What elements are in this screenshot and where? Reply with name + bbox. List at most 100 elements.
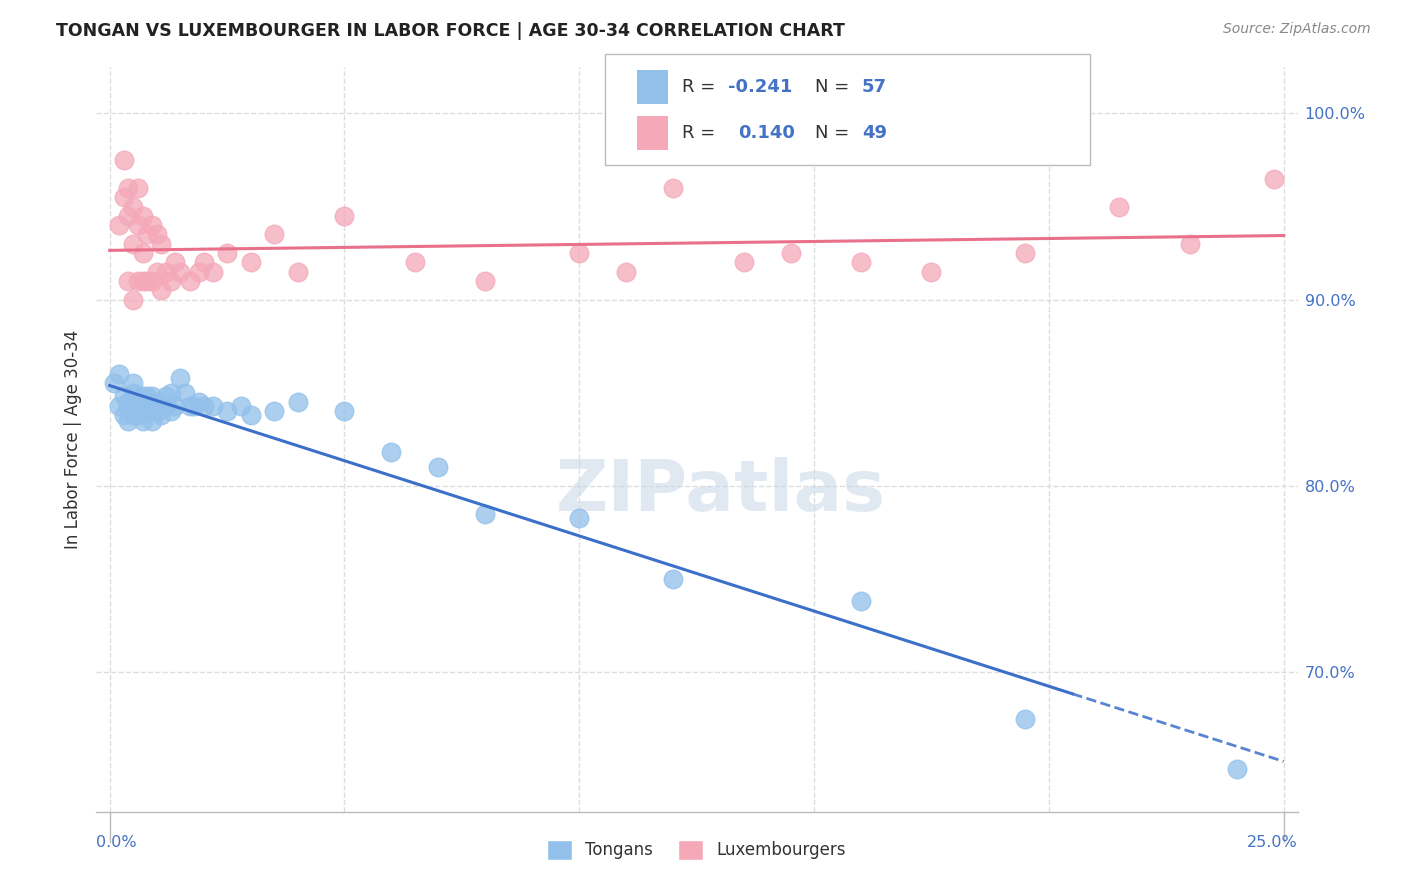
- Point: [150, 283, 173, 297]
- Point: [122, 408, 145, 422]
- Point: [131, 404, 153, 418]
- Text: N =: N =: [815, 124, 855, 142]
- Point: [568, 510, 591, 524]
- Text: 25.0%: 25.0%: [1247, 836, 1298, 850]
- Point: [150, 236, 173, 251]
- Point: [117, 395, 139, 409]
- Legend: Tongans, Luxembourgers: Tongans, Luxembourgers: [540, 833, 853, 867]
- Point: [127, 218, 149, 232]
- Point: [136, 399, 159, 413]
- Point: [141, 399, 163, 413]
- Point: [1014, 712, 1036, 726]
- Point: [239, 255, 262, 269]
- Point: [103, 376, 125, 391]
- Point: [112, 153, 135, 167]
- Point: [127, 395, 149, 409]
- Point: [217, 404, 239, 418]
- Point: [263, 404, 285, 418]
- Text: R =: R =: [682, 124, 727, 142]
- Point: [849, 255, 872, 269]
- Point: [122, 376, 145, 391]
- Point: [141, 414, 163, 428]
- Point: [108, 399, 131, 413]
- Point: [117, 274, 139, 288]
- Point: [127, 399, 149, 413]
- Text: N =: N =: [815, 78, 855, 95]
- Point: [127, 408, 149, 422]
- Point: [141, 389, 163, 403]
- Point: [108, 367, 131, 381]
- Point: [333, 404, 356, 418]
- Point: [179, 399, 201, 413]
- Point: [122, 385, 145, 400]
- Point: [779, 246, 801, 260]
- Point: [122, 200, 145, 214]
- Point: [145, 265, 167, 279]
- Point: [169, 265, 191, 279]
- Point: [127, 181, 149, 195]
- Point: [1263, 171, 1285, 186]
- Point: [1226, 762, 1249, 776]
- Point: [145, 395, 167, 409]
- Point: [920, 265, 942, 279]
- Point: [112, 408, 135, 422]
- Point: [155, 265, 177, 279]
- Point: [165, 255, 187, 269]
- Point: [155, 389, 177, 403]
- Text: Source: ZipAtlas.com: Source: ZipAtlas.com: [1223, 22, 1371, 37]
- Text: TONGAN VS LUXEMBOURGER IN LABOR FORCE | AGE 30-34 CORRELATION CHART: TONGAN VS LUXEMBOURGER IN LABOR FORCE | …: [56, 22, 845, 40]
- Text: 0.140: 0.140: [738, 124, 794, 142]
- Point: [474, 507, 496, 521]
- Point: [239, 408, 262, 422]
- Point: [131, 274, 153, 288]
- Text: 0.0%: 0.0%: [96, 836, 136, 850]
- Point: [733, 255, 755, 269]
- Point: [112, 389, 135, 403]
- Point: [193, 255, 215, 269]
- Point: [155, 399, 177, 413]
- Point: [201, 399, 224, 413]
- Point: [173, 385, 195, 400]
- Point: [108, 218, 131, 232]
- Text: 57: 57: [862, 78, 887, 95]
- Point: [145, 399, 167, 413]
- Point: [187, 265, 209, 279]
- Point: [1108, 200, 1130, 214]
- Point: [169, 371, 191, 385]
- Point: [159, 404, 181, 418]
- Point: [568, 246, 591, 260]
- Point: [217, 246, 239, 260]
- Point: [131, 389, 153, 403]
- Point: [141, 218, 163, 232]
- Text: ZIPatlas: ZIPatlas: [555, 457, 886, 526]
- Point: [112, 190, 135, 204]
- Point: [136, 227, 159, 242]
- Point: [614, 265, 637, 279]
- Point: [150, 408, 173, 422]
- Point: [263, 227, 285, 242]
- Point: [159, 274, 181, 288]
- Text: -0.241: -0.241: [728, 78, 793, 95]
- Point: [333, 209, 356, 223]
- Point: [179, 274, 201, 288]
- Point: [849, 594, 872, 608]
- Point: [122, 399, 145, 413]
- Point: [662, 181, 685, 195]
- Point: [1178, 236, 1201, 251]
- Y-axis label: In Labor Force | Age 30-34: In Labor Force | Age 30-34: [63, 330, 82, 549]
- Text: 49: 49: [862, 124, 887, 142]
- Point: [131, 209, 153, 223]
- Text: R =: R =: [682, 78, 721, 95]
- Point: [136, 389, 159, 403]
- Point: [193, 399, 215, 413]
- Point: [474, 274, 496, 288]
- Point: [136, 404, 159, 418]
- Point: [231, 399, 253, 413]
- Point: [117, 399, 139, 413]
- Point: [159, 385, 181, 400]
- Point: [404, 255, 426, 269]
- Point: [145, 404, 167, 418]
- Point: [117, 181, 139, 195]
- Point: [117, 414, 139, 428]
- Point: [201, 265, 224, 279]
